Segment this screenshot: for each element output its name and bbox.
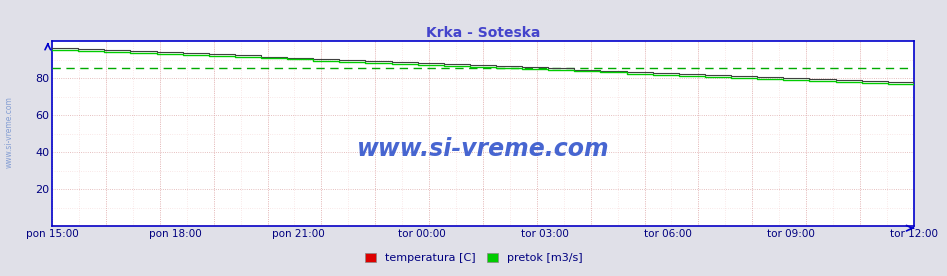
Legend: temperatura [C], pretok [m3/s]: temperatura [C], pretok [m3/s] [361,249,586,268]
Text: www.si-vreme.com: www.si-vreme.com [5,97,14,168]
Title: Krka - Soteska: Krka - Soteska [426,26,540,40]
Text: www.si-vreme.com: www.si-vreme.com [357,137,609,161]
